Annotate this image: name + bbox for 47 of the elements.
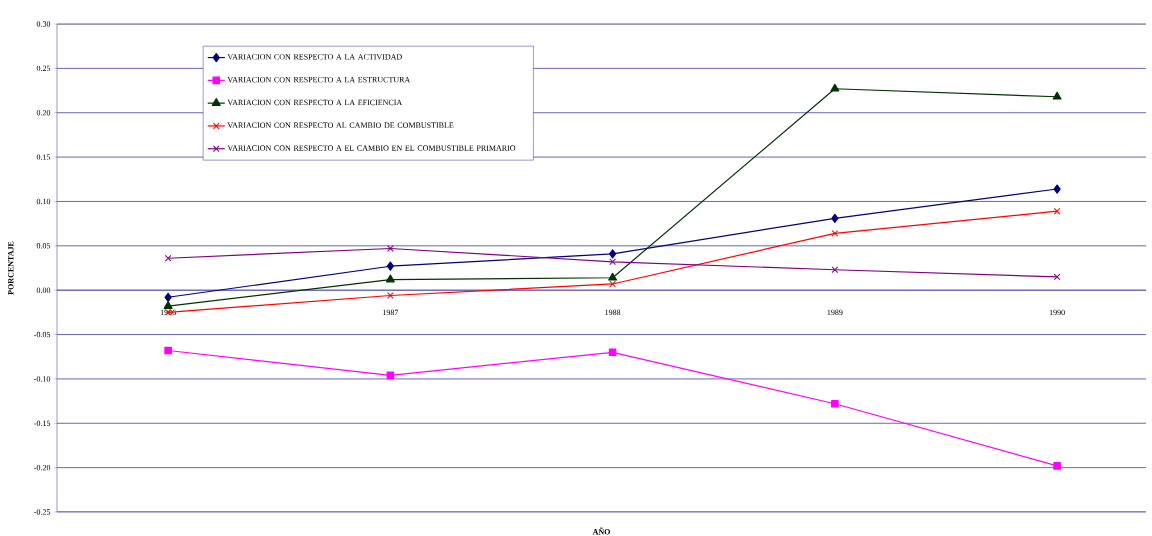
legend-label: VARIACION CON RESPECTO A LA ACTIVIDAD bbox=[227, 54, 402, 60]
x-tick-label: 1987 bbox=[383, 309, 399, 316]
point bbox=[1053, 273, 1061, 281]
legend-label: VARIACION CON RESPECTO A LA ESTRUCTURA bbox=[227, 76, 411, 83]
y-tick-label: 0.05 bbox=[36, 243, 51, 249]
legend-label: VARIACION CON RESPECTO AL CAMBIO DE COMBUSTIBLE bbox=[227, 122, 454, 128]
y-tick-label: 0.10 bbox=[36, 198, 51, 205]
x-tick-label: 1990 bbox=[1049, 309, 1065, 316]
x-tick-label: 1986 bbox=[160, 309, 176, 316]
point bbox=[164, 346, 172, 355]
point bbox=[831, 230, 839, 237]
y-tick-label: -0.15 bbox=[34, 420, 51, 426]
point bbox=[164, 292, 172, 302]
y-tick-label: -0.20 bbox=[34, 464, 51, 471]
point bbox=[609, 280, 616, 288]
point bbox=[608, 348, 617, 357]
y-tick-label: 0.20 bbox=[36, 110, 51, 116]
point bbox=[608, 272, 618, 281]
point bbox=[386, 261, 394, 271]
y-tick-label: 0.30 bbox=[36, 21, 51, 27]
point bbox=[831, 399, 839, 408]
point bbox=[1053, 207, 1061, 215]
x-axis-title: AÑO bbox=[592, 527, 610, 535]
point bbox=[1053, 462, 1061, 470]
legend-label: VARIACION CON RESPECTO A EL CAMBIO EN EL COMBUSTIBLE PRIMARIO bbox=[227, 145, 516, 151]
point bbox=[831, 213, 839, 223]
y-axis-title: PORCENTAJE bbox=[8, 241, 14, 295]
y-tick-label: 0.00 bbox=[36, 287, 51, 293]
point bbox=[387, 292, 394, 299]
point bbox=[164, 254, 172, 262]
point bbox=[609, 258, 616, 266]
x-tick-label: 1988 bbox=[605, 309, 621, 316]
point bbox=[163, 301, 173, 309]
point bbox=[385, 274, 395, 283]
point bbox=[1053, 184, 1061, 194]
y-tick-label: 0.25 bbox=[36, 65, 51, 72]
y-tick-label: -0.25 bbox=[34, 509, 51, 515]
y-tick-label: 0.15 bbox=[36, 154, 51, 160]
point bbox=[609, 249, 617, 259]
point bbox=[831, 266, 839, 274]
point bbox=[387, 245, 394, 252]
y-tick-label: -0.10 bbox=[34, 376, 51, 382]
y-tick-label: -0.05 bbox=[34, 331, 51, 338]
point bbox=[830, 83, 840, 92]
legend-label: VARIACION CON RESPECTO A LA EFICIENCIA bbox=[227, 99, 403, 106]
point bbox=[1052, 91, 1062, 100]
x-tick-label: 1989 bbox=[827, 309, 843, 316]
